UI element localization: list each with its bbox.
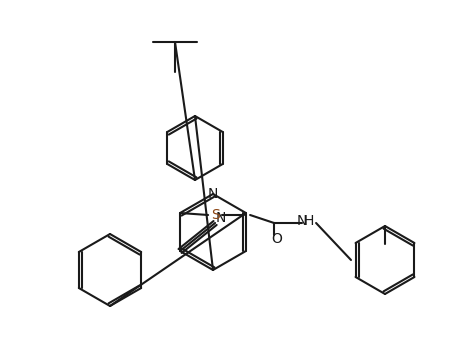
Text: S: S <box>210 208 219 222</box>
Text: N: N <box>215 211 226 225</box>
Text: N: N <box>296 214 307 228</box>
Text: H: H <box>303 214 313 228</box>
Text: O: O <box>271 232 282 246</box>
Text: N: N <box>207 187 217 201</box>
